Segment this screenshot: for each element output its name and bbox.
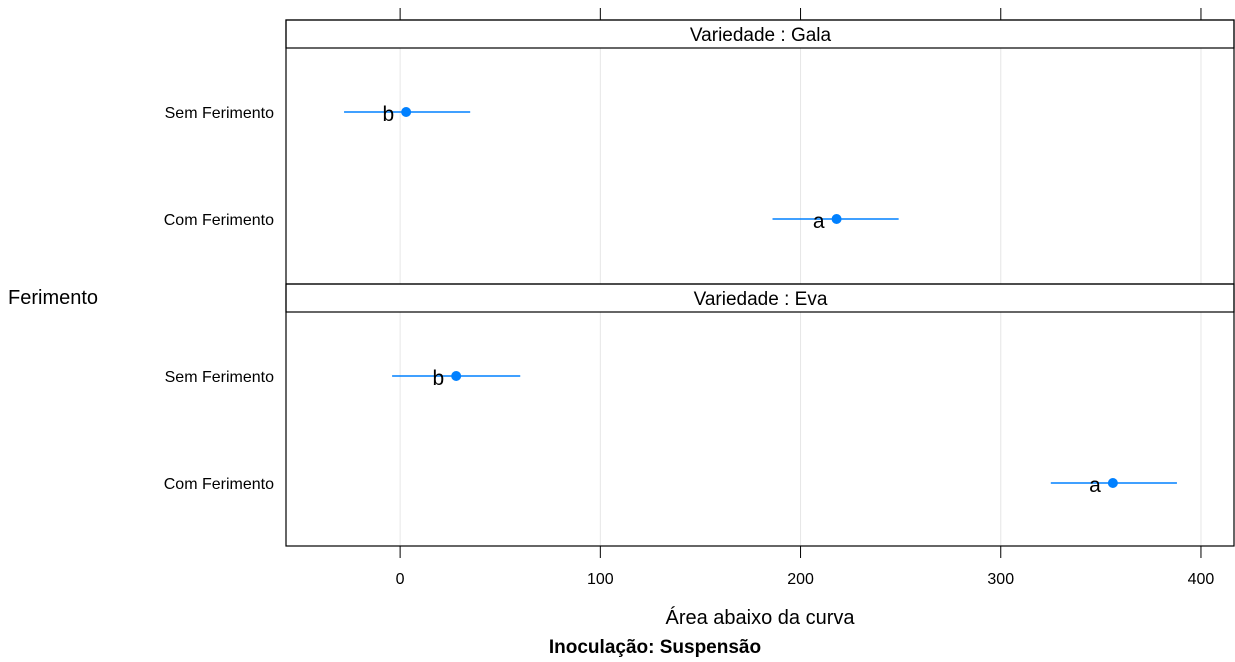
plot-frame — [285, 19, 1235, 547]
panel-strip-label: Variedade : Eva — [694, 289, 828, 310]
estimate-point — [1107, 478, 1118, 488]
panel: Variedade : Eva Sem Ferimento b Com Ferimen… — [164, 283, 1235, 497]
category-label: Sem Ferimento — [165, 105, 274, 122]
panels: Variedade : Gala Sem Ferimento b Com Ferime… — [164, 19, 1235, 547]
estimate-point — [831, 214, 842, 224]
group-letter: a — [1089, 474, 1101, 497]
chart-caption: Inoculação: Suspensão — [549, 637, 761, 658]
x-tick-label: 400 — [1188, 571, 1215, 588]
group-letter: b — [432, 367, 444, 390]
category-label: Com Ferimento — [164, 476, 274, 493]
x-axis-title: Área abaixo da curva — [665, 606, 855, 629]
estimate-point — [451, 371, 462, 381]
x-tick-label: 100 — [587, 571, 614, 588]
x-tick-label: 200 — [787, 571, 814, 588]
grid-lines — [399, 48, 1202, 546]
x-tick-label: 300 — [987, 571, 1014, 588]
x-axis: 0 100 200 300 400 — [396, 8, 1215, 588]
y-axis-title: Ferimento — [8, 287, 98, 309]
panel: Variedade : Gala Sem Ferimento b Com Ferime… — [164, 19, 1235, 233]
estimate-point — [401, 107, 412, 117]
group-letter: b — [382, 103, 394, 126]
panel-strip-label: Variedade : Gala — [690, 25, 832, 46]
x-tick-label: 0 — [396, 571, 405, 588]
group-letter: a — [813, 210, 825, 233]
category-label: Sem Ferimento — [165, 369, 274, 386]
category-label: Com Ferimento — [164, 212, 274, 229]
